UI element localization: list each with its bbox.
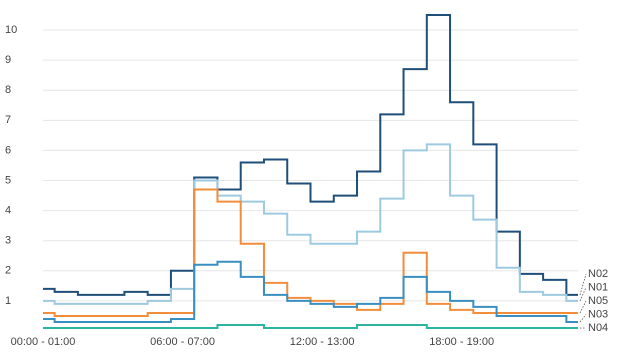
y-tick-label: 4 (5, 205, 11, 217)
series-label: N04 (588, 322, 608, 334)
series-line (43, 14, 578, 296)
y-tick-label: 9 (5, 54, 11, 66)
x-tick-label: 06:00 - 07:00 (150, 336, 215, 348)
y-tick-label: 7 (5, 114, 11, 126)
x-tick-label: 12:00 - 13:00 (290, 336, 355, 348)
leader-line (579, 287, 587, 302)
y-tick-label: 1 (5, 295, 11, 307)
leader-line (579, 273, 587, 295)
series-label: N02 (588, 268, 608, 280)
y-tick-label: 5 (5, 174, 11, 186)
x-tick-label: 18:00 - 19:00 (429, 336, 494, 348)
series-label: N01 (588, 281, 608, 293)
series-label: N03 (588, 308, 608, 320)
y-tick-label: 2 (5, 265, 11, 277)
series-label: N05 (588, 295, 608, 307)
series-line (43, 188, 578, 317)
series-line (43, 143, 578, 305)
series-line (43, 323, 578, 329)
x-tick-label: 00:00 - 01:00 (11, 336, 76, 348)
series-line (43, 260, 578, 323)
leader-line (579, 314, 587, 323)
y-tick-label: 8 (5, 84, 11, 96)
y-tick-label: 10 (5, 24, 17, 36)
leader-line (579, 300, 587, 314)
y-tick-label: 6 (5, 144, 11, 156)
y-tick-label: 3 (5, 235, 11, 247)
